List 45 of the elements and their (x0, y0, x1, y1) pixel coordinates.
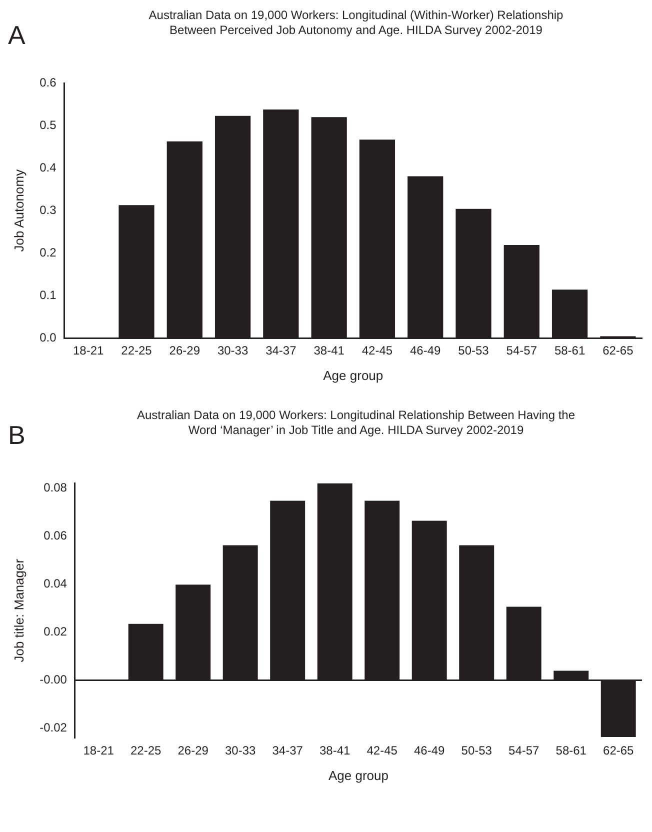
x-tick-label: 46-49 (410, 344, 442, 358)
x-tick-label: 42-45 (362, 344, 393, 358)
y-tick-label: 0.02 (44, 624, 68, 639)
y-tick-label: 0.5 (40, 118, 57, 132)
y-axis-title: Job title: Manager (11, 558, 26, 662)
y-tick-label: 0.1 (40, 288, 57, 302)
x-tick-label: 50-53 (461, 744, 492, 758)
y-tick-label: 0.2 (40, 245, 57, 260)
y-axis-title: Job Autonomy (11, 168, 26, 252)
x-tick-label: 18-21 (83, 744, 114, 758)
x-tick-label: 38-41 (314, 344, 345, 358)
x-tick-label: 22-25 (130, 744, 162, 758)
x-tick-label: 58-61 (556, 744, 587, 758)
y-tick-label: 0.06 (44, 528, 68, 542)
x-tick-label: 22-25 (121, 344, 152, 358)
chart-title: Australian Data on 19,000 Workers: Longitudinal Relationship Between Having the Word ‘Manager’ in Job Title and Age. HILDA Survey 2002-2019 (136, 408, 576, 439)
x-axis-title: Age group (328, 768, 388, 783)
x-tick-label: 54-57 (506, 344, 538, 358)
x-tick-label: 26-29 (169, 344, 200, 358)
y-tick-label: 0.04 (44, 576, 68, 590)
x-tick-label: 50-53 (458, 344, 490, 358)
x-tick-label: 34-37 (266, 344, 297, 358)
x-tick-label: 34-37 (272, 744, 304, 758)
y-tick-label: 0.6 (40, 76, 57, 90)
y-tick-label: 0.08 (44, 480, 68, 494)
x-tick-label: 62-65 (603, 744, 634, 758)
y-tick-label: 0.4 (40, 160, 57, 174)
x-tick-label: 42-45 (366, 744, 398, 758)
x-axis-title: Age group (323, 368, 384, 383)
x-tick-label: 30-33 (217, 344, 248, 358)
x-tick-label: 54-57 (508, 744, 540, 758)
y-tick-label: 0.3 (40, 202, 57, 217)
y-tick-label: -0.00 (40, 672, 68, 687)
chart-title: Australian Data on 19,000 Workers: Longitudinal (Within-Worker) Relationship Between Perceived Job Autonomy and Age. HILDA Survey 2002-2019 (148, 8, 564, 39)
text: B (8, 420, 26, 451)
x-tick-label: 46-49 (414, 744, 446, 758)
y-tick-label: -0.02 (40, 720, 68, 735)
x-tick-label: 38-41 (319, 744, 351, 758)
x-tick-label: 62-65 (602, 344, 634, 358)
x-tick-label: 18-21 (73, 344, 104, 358)
y-tick-label: 0.0 (40, 330, 57, 344)
x-tick-label: 58-61 (554, 344, 586, 358)
text: A (8, 20, 26, 51)
x-tick-label: 26-29 (178, 744, 209, 758)
x-tick-label: 30-33 (224, 744, 256, 758)
